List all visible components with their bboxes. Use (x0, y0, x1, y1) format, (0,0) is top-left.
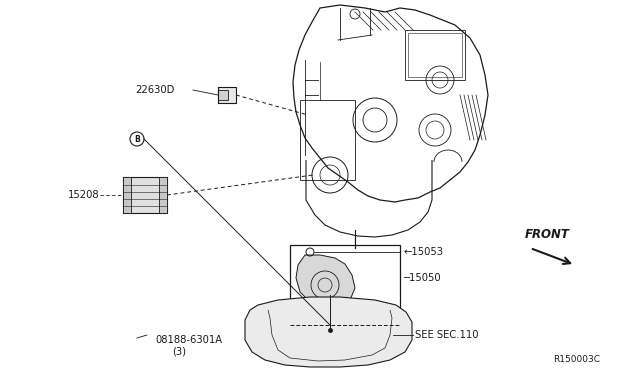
Text: SEE SEC.110: SEE SEC.110 (415, 330, 479, 340)
Text: ─15050: ─15050 (403, 273, 440, 283)
Text: R150003C: R150003C (553, 356, 600, 365)
Bar (123, 177, 131, 213)
Text: 15208: 15208 (68, 190, 100, 200)
Bar (123, 177, 167, 213)
Text: B: B (134, 135, 140, 144)
Text: FRONT: FRONT (525, 228, 570, 241)
Text: 08188-6301A: 08188-6301A (155, 335, 222, 345)
Bar (408, 33, 462, 77)
Bar (218, 90, 228, 100)
Polygon shape (245, 297, 412, 367)
Bar (159, 177, 167, 213)
Bar (405, 30, 465, 80)
Bar (290, 245, 400, 325)
Bar (218, 87, 236, 103)
Text: (3): (3) (172, 347, 186, 357)
Polygon shape (296, 255, 355, 308)
Text: ←15053: ←15053 (403, 247, 443, 257)
Text: 22630D: 22630D (135, 85, 174, 95)
Bar (300, 100, 355, 180)
